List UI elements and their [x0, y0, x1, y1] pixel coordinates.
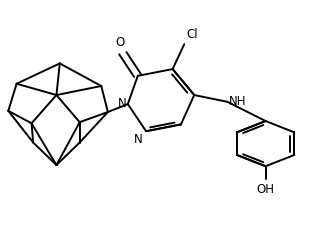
Text: Cl: Cl — [186, 28, 198, 41]
Text: NH: NH — [229, 95, 247, 108]
Text: N: N — [134, 133, 143, 146]
Text: O: O — [115, 35, 124, 48]
Text: OH: OH — [257, 182, 275, 195]
Text: N: N — [118, 97, 126, 110]
